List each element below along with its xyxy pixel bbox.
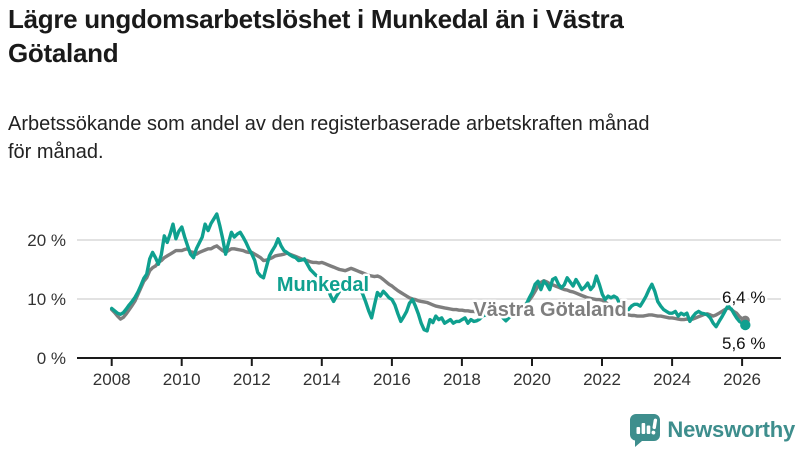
y-tick-0: 0 % — [37, 349, 66, 368]
x-tick-2024: 2024 — [653, 370, 691, 389]
series-line-munkedal — [109, 212, 747, 333]
end-value-munkedal: 5,6 % — [722, 334, 765, 353]
title-line-1: Lägre ungdomsarbetslöshet i Munkedal än … — [8, 4, 624, 34]
x-axis-ticks — [110, 358, 744, 366]
page-title: Lägre ungdomsarbetslöshet i Munkedal än … — [8, 2, 792, 70]
x-tick-2012: 2012 — [233, 370, 271, 389]
x-tick-2008: 2008 — [93, 370, 131, 389]
x-tick-2020: 2020 — [513, 370, 551, 389]
series-line-vastra-gotaland — [109, 244, 747, 322]
x-tick-2010: 2010 — [163, 370, 201, 389]
exclamation-mark — [651, 418, 658, 434]
bar-1 — [636, 426, 641, 434]
x-tick-2018: 2018 — [443, 370, 481, 389]
subtitle-line-2: för månad. — [8, 141, 104, 163]
y-tick-20: 20 % — [27, 231, 66, 250]
x-tick-2014: 2014 — [303, 370, 341, 389]
newsworthy-logo-icon — [630, 413, 661, 447]
y-tick-10: 10 % — [27, 290, 66, 309]
x-tick-2026: 2026 — [723, 370, 761, 389]
end-value-vastra-gotaland: 6,4 % — [722, 288, 765, 307]
bar-3 — [647, 425, 651, 434]
series-label-munkedal: Munkedal — [277, 274, 369, 296]
x-tick-2016: 2016 — [373, 370, 411, 389]
x-tick-2022: 2022 — [583, 370, 621, 389]
newsworthy-logo: Newsworthy — [630, 413, 795, 447]
title-line-2: Götaland — [8, 38, 119, 68]
end-dot-munkedal — [740, 319, 751, 331]
subtitle-line-1: Arbetssökande som andel av den registerb… — [8, 113, 650, 135]
newsworthy-logo-text: Newsworthy — [667, 417, 795, 442]
chart-subtitle: Arbetssökande som andel av den registerb… — [8, 110, 792, 166]
bar-2 — [642, 422, 646, 434]
series-label-vastra-gotaland: Västra Götaland — [473, 299, 626, 321]
